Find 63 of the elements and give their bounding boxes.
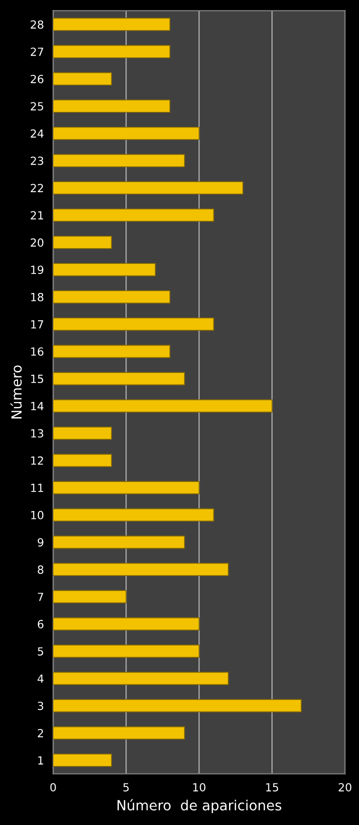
bar — [53, 754, 112, 767]
bar — [53, 481, 200, 494]
bar — [53, 181, 244, 194]
y-tick-label: 9 — [38, 538, 44, 547]
y-tick-label: 4 — [38, 674, 44, 683]
bar — [53, 644, 200, 658]
y-tick-label: 19 — [31, 266, 44, 274]
bar — [53, 208, 214, 222]
bar — [53, 100, 170, 113]
y-tick-label: 10 — [31, 510, 44, 520]
bar — [53, 72, 112, 86]
y-tick-label: 5 — [38, 647, 44, 656]
y-tick-label: 7 — [38, 592, 44, 601]
y-axis-title: Número — [10, 365, 22, 419]
bar — [53, 454, 112, 467]
bar — [53, 290, 170, 304]
y-tick-label: 26 — [30, 74, 44, 84]
y-tick-label: 17 — [31, 320, 44, 328]
y-tick-label: 20 — [30, 238, 44, 247]
y-tick-label: 13 — [31, 429, 44, 438]
x-tick-label: 5 — [123, 783, 129, 792]
y-tick-label: 14 — [31, 402, 44, 410]
y-tick-label: 28 — [30, 20, 44, 29]
y-tick-label: 12 — [31, 456, 43, 465]
bar — [53, 726, 185, 740]
y-tick-label: 27 — [30, 48, 44, 56]
x-tick-label: 0 — [50, 783, 56, 792]
bar — [53, 45, 170, 58]
y-tick-label: 1 — [38, 756, 44, 764]
bar — [53, 372, 185, 386]
bar — [53, 263, 156, 276]
x-tick-label: 10 — [193, 783, 206, 792]
bar — [53, 699, 302, 712]
y-tick-label: 25 — [30, 102, 44, 110]
y-tick-label: 3 — [38, 702, 44, 710]
bar — [53, 344, 170, 358]
x-tick-label: 15 — [266, 783, 278, 792]
y-tick-label: 2 — [38, 728, 43, 738]
y-tick-label: 22 — [30, 184, 43, 192]
y-tick-label: 21 — [30, 211, 44, 220]
bar — [53, 126, 200, 140]
y-tick-label: 16 — [31, 347, 44, 356]
bar — [53, 399, 272, 412]
x-axis-title: Número de apariciones — [118, 799, 282, 814]
y-tick-label: 8 — [38, 565, 44, 574]
bar — [53, 318, 214, 331]
bar — [53, 536, 185, 549]
y-tick-label: 18 — [31, 292, 44, 302]
y-tick-label: 24 — [30, 129, 44, 138]
y-tick-label: 11 — [31, 484, 44, 492]
x-tick-label: 20 — [338, 783, 352, 792]
bar — [53, 617, 200, 631]
bar — [53, 590, 127, 604]
bar — [53, 426, 112, 440]
bar — [53, 562, 229, 576]
bar — [53, 154, 185, 168]
bar — [53, 508, 214, 522]
bar — [53, 672, 229, 686]
bar — [53, 18, 170, 31]
y-tick-label: 15 — [31, 374, 44, 384]
y-tick-label: 23 — [30, 156, 44, 166]
y-tick-label: 6 — [38, 620, 44, 628]
bar — [53, 236, 112, 249]
